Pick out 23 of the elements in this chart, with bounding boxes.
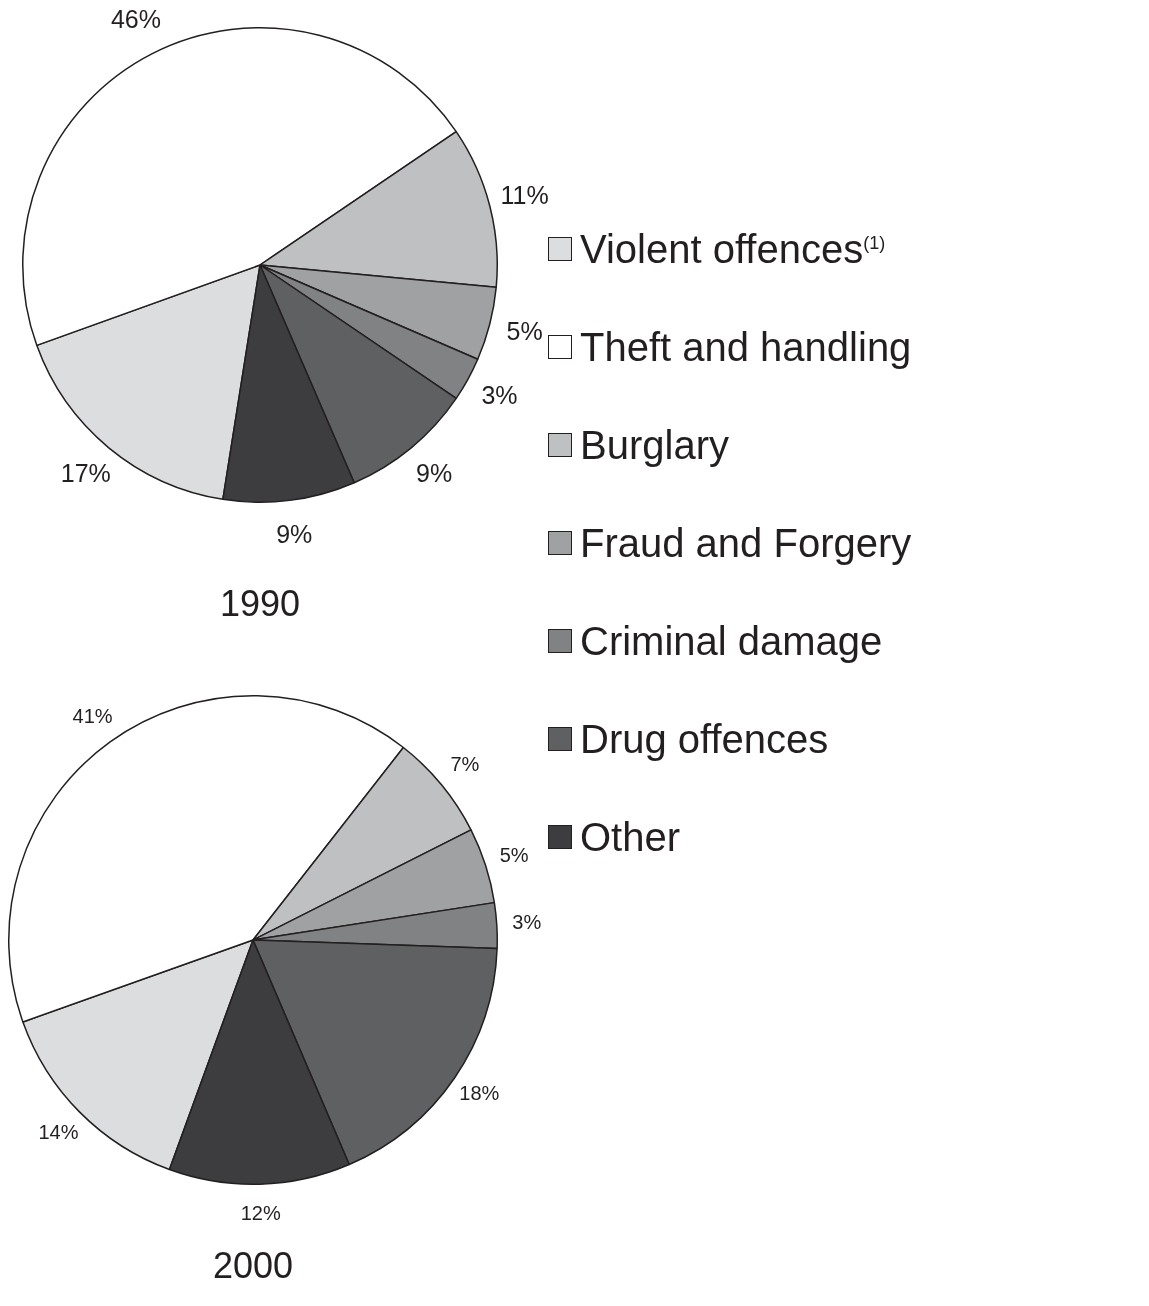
legend-label: Burglary: [580, 422, 729, 468]
data-label: 12%: [240, 1201, 281, 1224]
legend-label: Criminal damage: [580, 618, 883, 664]
legend-label: Other: [580, 814, 681, 860]
data-label: 9%: [276, 519, 313, 548]
data-label: 7%: [450, 753, 480, 776]
legend-label: Drug offences: [580, 716, 829, 762]
text: 2000: [211, 1245, 295, 1287]
data-label: 14%: [38, 1120, 79, 1143]
data-label: 41%: [72, 705, 113, 728]
data-label: 5%: [499, 843, 529, 866]
data-label: 9%: [416, 459, 453, 488]
data-label: 3%: [512, 911, 542, 934]
data-label: 18%: [459, 1082, 500, 1105]
data-label: 5%: [506, 316, 543, 345]
data-label: 17%: [60, 459, 111, 488]
data-label: 3%: [481, 380, 518, 409]
legend-label: Theft and handling: [580, 324, 912, 370]
data-label: 46%: [110, 5, 161, 34]
text: 1990: [218, 583, 302, 625]
data-label: 11%: [500, 180, 549, 209]
legend-label: Fraud and Forgery: [580, 520, 912, 566]
legend-label: Violent offences$^{(1)}$: [580, 226, 886, 272]
